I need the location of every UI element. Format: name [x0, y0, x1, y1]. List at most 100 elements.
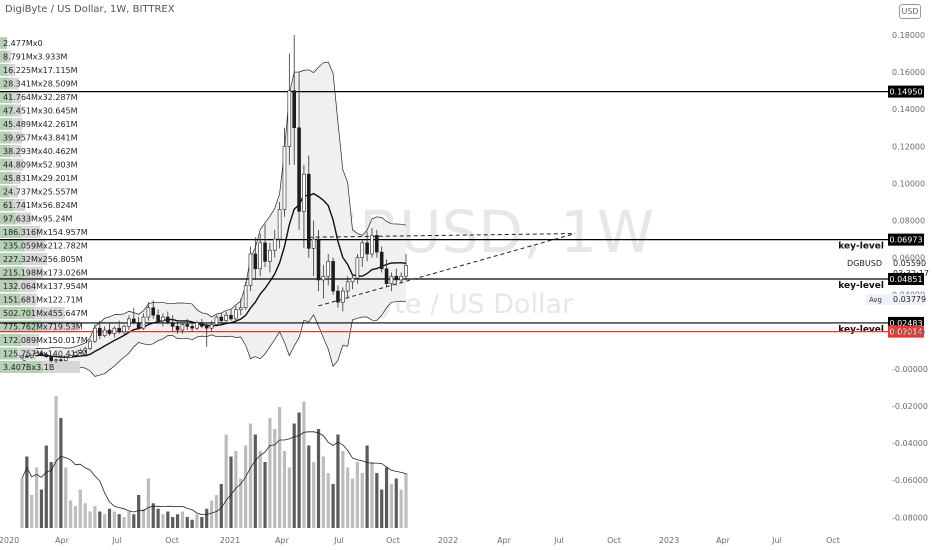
candle-13	[83, 348, 87, 351]
candle-39	[209, 324, 214, 329]
volume-bar-48	[253, 434, 257, 528]
candle-68	[350, 277, 355, 283]
candle-51	[268, 249, 272, 262]
volume-bar-17	[103, 514, 107, 528]
volume-profile-label-3: 28.341Mx28.509M	[3, 80, 78, 89]
volume-bar-27	[151, 503, 155, 528]
volume-bar-59	[307, 445, 311, 528]
volume-profile-up-18	[0, 280, 18, 292]
volume-profile-up-16	[0, 253, 23, 265]
candle-36	[195, 322, 199, 329]
volume-profile-label-22: 172.089Mx150.017M	[3, 336, 88, 345]
volume-bar-32	[175, 514, 180, 528]
candle-28	[156, 314, 160, 322]
candle-9	[63, 357, 68, 361]
candle-48	[253, 253, 258, 270]
triangle-lower-line	[318, 233, 576, 307]
candle-12	[78, 350, 83, 353]
candle-77	[394, 275, 399, 281]
candle-50	[263, 242, 267, 262]
candle-78	[399, 275, 403, 281]
candle-27	[151, 307, 156, 316]
volume-profile-up-20	[0, 307, 34, 319]
level-tag-3: key-level	[838, 325, 884, 335]
avg-label: Avg	[869, 296, 882, 304]
level-price-box-2	[888, 272, 924, 285]
volume-profile-label-10: 45.831Mx29.201M	[3, 174, 78, 183]
candle-34	[185, 324, 190, 327]
volume-bar-25	[141, 508, 146, 528]
candle-41	[219, 316, 224, 322]
volume-profile-up-14	[0, 226, 22, 238]
volume-profile-label-19: 151.681Mx122.71M	[3, 296, 83, 305]
candle-10	[68, 354, 73, 358]
y-tick-12: -0.06000	[892, 476, 928, 485]
level-tag-1: key-level	[838, 242, 884, 252]
bollinger-lower-line	[21, 300, 407, 377]
candle-17	[102, 329, 107, 336]
candle-25	[141, 316, 146, 329]
candle-33	[180, 324, 185, 331]
triangle-upper-line	[308, 233, 576, 238]
volume-bar-16	[98, 511, 102, 528]
candle-75	[384, 268, 389, 284]
y-tick-10: -0.02000	[892, 402, 928, 411]
volume-profile-label-6: 45.489Mx42.261M	[3, 120, 78, 129]
volume-bar-65	[336, 434, 340, 528]
x-tick-10: Jul	[553, 536, 564, 545]
candle-8	[59, 359, 63, 362]
x-tick-6: Jul	[333, 536, 344, 545]
volume-profile-up-1	[0, 50, 8, 63]
last-price: 0.05590	[893, 259, 926, 268]
volume-profile-label-17: 215.198Mx173.026M	[3, 269, 88, 278]
volume-profile-label-12: 61.741Mx56.824M	[3, 201, 78, 210]
candle-3	[34, 352, 39, 356]
volume-profile-label-21: 775.762Mx719.53M	[3, 323, 83, 332]
volume-profile-up-17	[0, 266, 24, 279]
volume-profile-up-7	[0, 131, 11, 144]
volume-bar-66	[341, 451, 345, 528]
last-symbol: DGBUSD	[847, 259, 882, 268]
candle-64	[331, 261, 335, 292]
y-tick-4: 0.10000	[892, 179, 925, 188]
volume-bar-62	[321, 456, 325, 528]
y-tick-11: -0.04000	[892, 439, 928, 448]
candle-31	[170, 322, 175, 327]
volume-bar-74	[380, 489, 384, 528]
volume-profile-up-5	[0, 104, 13, 117]
candle-67	[345, 281, 350, 292]
volume-bar-67	[346, 467, 350, 528]
volume-bar-57	[297, 412, 301, 528]
volume-bar-58	[302, 401, 306, 528]
currency-badge[interactable]: USD	[899, 4, 921, 19]
candle-49	[258, 242, 262, 270]
volume-bar-15	[93, 506, 97, 528]
candle-23	[131, 318, 136, 323]
volume-profile-up-6	[0, 118, 12, 130]
volume-profile-label-1: 8.791Mx3.933M	[3, 53, 67, 62]
volume-profile-label-23: 125.757Mx140.412M	[3, 350, 88, 359]
volume-profile-label-8: 38.293Mx40.462M	[3, 147, 78, 156]
candle-69	[355, 257, 360, 279]
volume-bar-68	[350, 478, 355, 528]
volume-profile-up-22	[0, 334, 21, 346]
volume-profile-up-15	[0, 239, 24, 252]
candle-79	[404, 264, 408, 277]
candle-53	[277, 209, 282, 240]
volume-bar-37	[200, 517, 204, 528]
volume-bar-52	[273, 429, 277, 528]
candle-7	[54, 359, 58, 362]
candle-26	[146, 307, 151, 318]
x-tick-11: Oct	[607, 536, 621, 545]
volume-profile-up-4	[0, 91, 12, 103]
volume-profile-label-13: 97.633Mx95.24M	[3, 215, 73, 224]
volume-profile-up-11	[0, 185, 9, 198]
candle-73	[375, 235, 379, 253]
volume-bar-50	[263, 462, 267, 528]
volume-profile-label-24: 3.407Bx3.1B	[3, 363, 54, 372]
y-tick-2: 0.14000	[892, 105, 925, 114]
volume-profile-label-18: 132.064Mx137.954M	[3, 282, 88, 291]
volume-bar-76	[389, 484, 394, 528]
volume-bar-8	[59, 418, 63, 528]
volume-bar-14	[88, 511, 92, 528]
